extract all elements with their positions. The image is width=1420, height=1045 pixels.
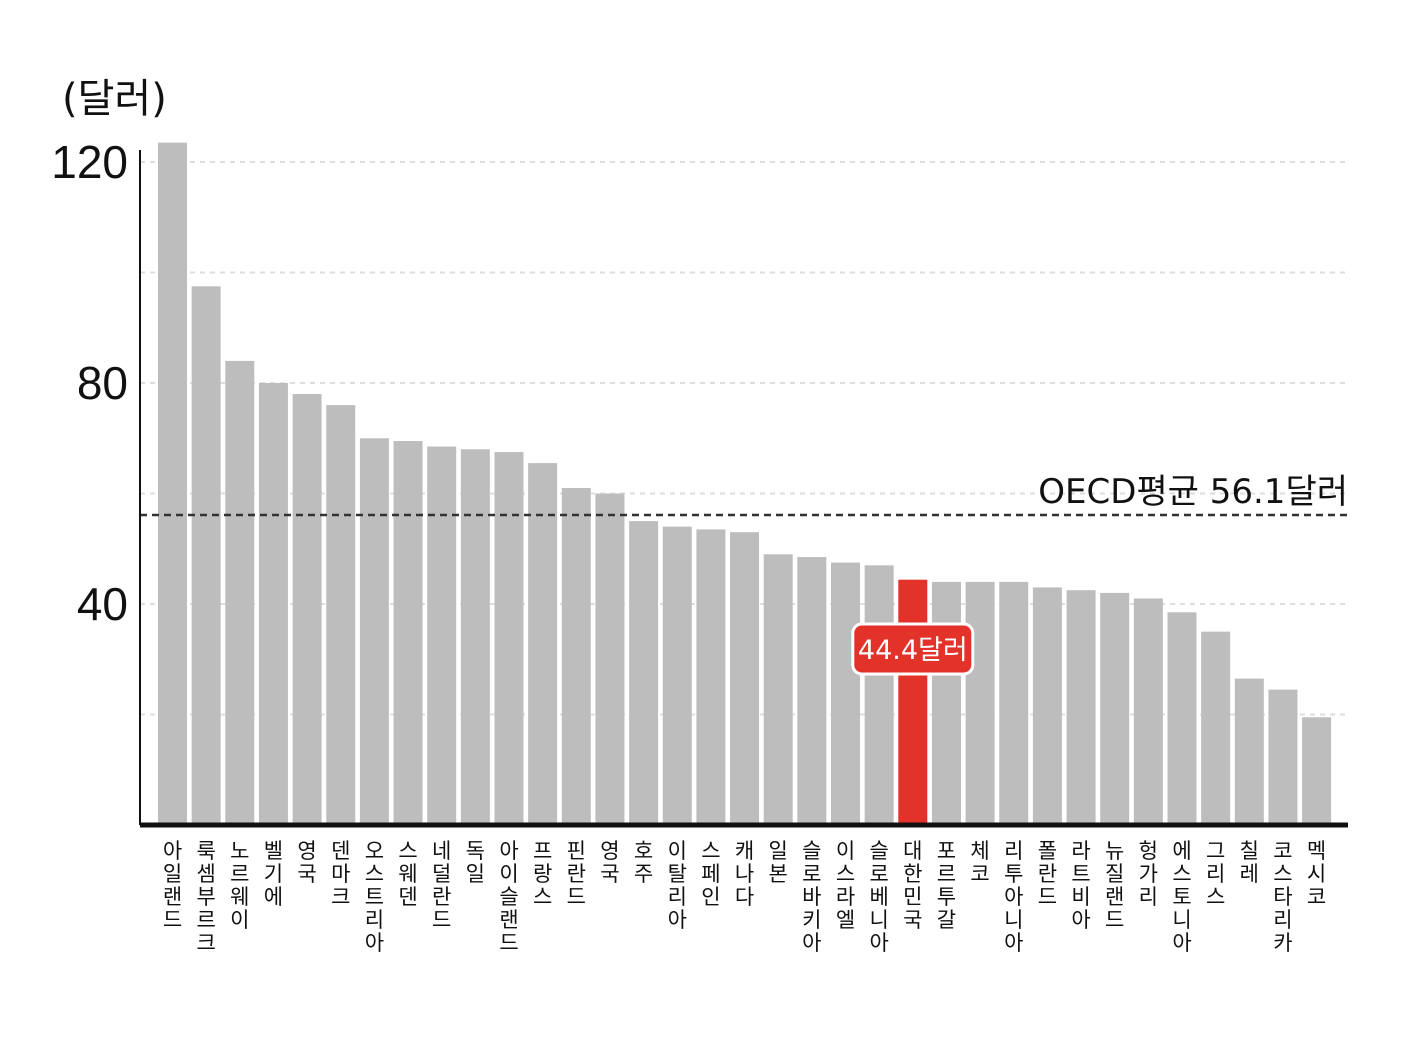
- bar: [1167, 612, 1197, 825]
- bar: [1201, 631, 1231, 825]
- bar: [292, 394, 322, 825]
- y-tick-label: 40: [77, 578, 128, 630]
- bar: [191, 286, 221, 825]
- bar: [763, 554, 793, 825]
- highlight-callout: 44.4달러: [851, 622, 975, 676]
- bar: [494, 452, 524, 825]
- bar: [427, 446, 457, 825]
- bar: [797, 557, 827, 825]
- bar: [158, 142, 187, 826]
- bar: [1302, 717, 1332, 825]
- bar: [326, 405, 356, 825]
- y-tick-label: 120: [51, 136, 128, 188]
- bar: [730, 532, 760, 825]
- bar: [460, 449, 490, 825]
- highlight-value-label: 44.4달러: [858, 635, 968, 666]
- bar: [1268, 689, 1298, 825]
- bar: [696, 529, 726, 825]
- bar: [629, 521, 659, 825]
- y-tick-label: 80: [77, 357, 128, 409]
- bar: [662, 526, 692, 825]
- bar: [561, 487, 591, 825]
- highlight-badge: [851, 622, 975, 676]
- category-labels: 아 일 랜 드 룩 셈 부 르 크 노 르 웨 이 벨 기 에 영 국 덴 마 크 오 스 트 리 아 스 웨 덴 네 덜 란 드 독 일 아 이 슬 랜 드…: [163, 839, 1326, 955]
- bar: [831, 562, 860, 825]
- bar: [999, 581, 1029, 825]
- bar: [1234, 678, 1264, 825]
- bar: [864, 565, 894, 825]
- bar: [595, 493, 625, 825]
- axes: 40 80 120 (달러): [51, 76, 1348, 828]
- bar: [1032, 587, 1062, 825]
- bar: [225, 360, 255, 825]
- bars: [158, 142, 1332, 826]
- bar: [931, 581, 961, 825]
- average-label: OECD평균 56.1달러: [1038, 472, 1348, 512]
- y-unit-label: (달러): [62, 76, 167, 122]
- bar: [1133, 598, 1163, 825]
- bar: [1066, 590, 1096, 825]
- bar: [359, 438, 389, 825]
- bar: [528, 463, 558, 825]
- bar: [965, 581, 995, 825]
- bar: [1100, 592, 1130, 825]
- bar: [393, 441, 423, 825]
- average-line-group: OECD평균 56.1달러: [140, 472, 1348, 517]
- highlight-bar: [898, 579, 928, 825]
- bar: [258, 383, 288, 825]
